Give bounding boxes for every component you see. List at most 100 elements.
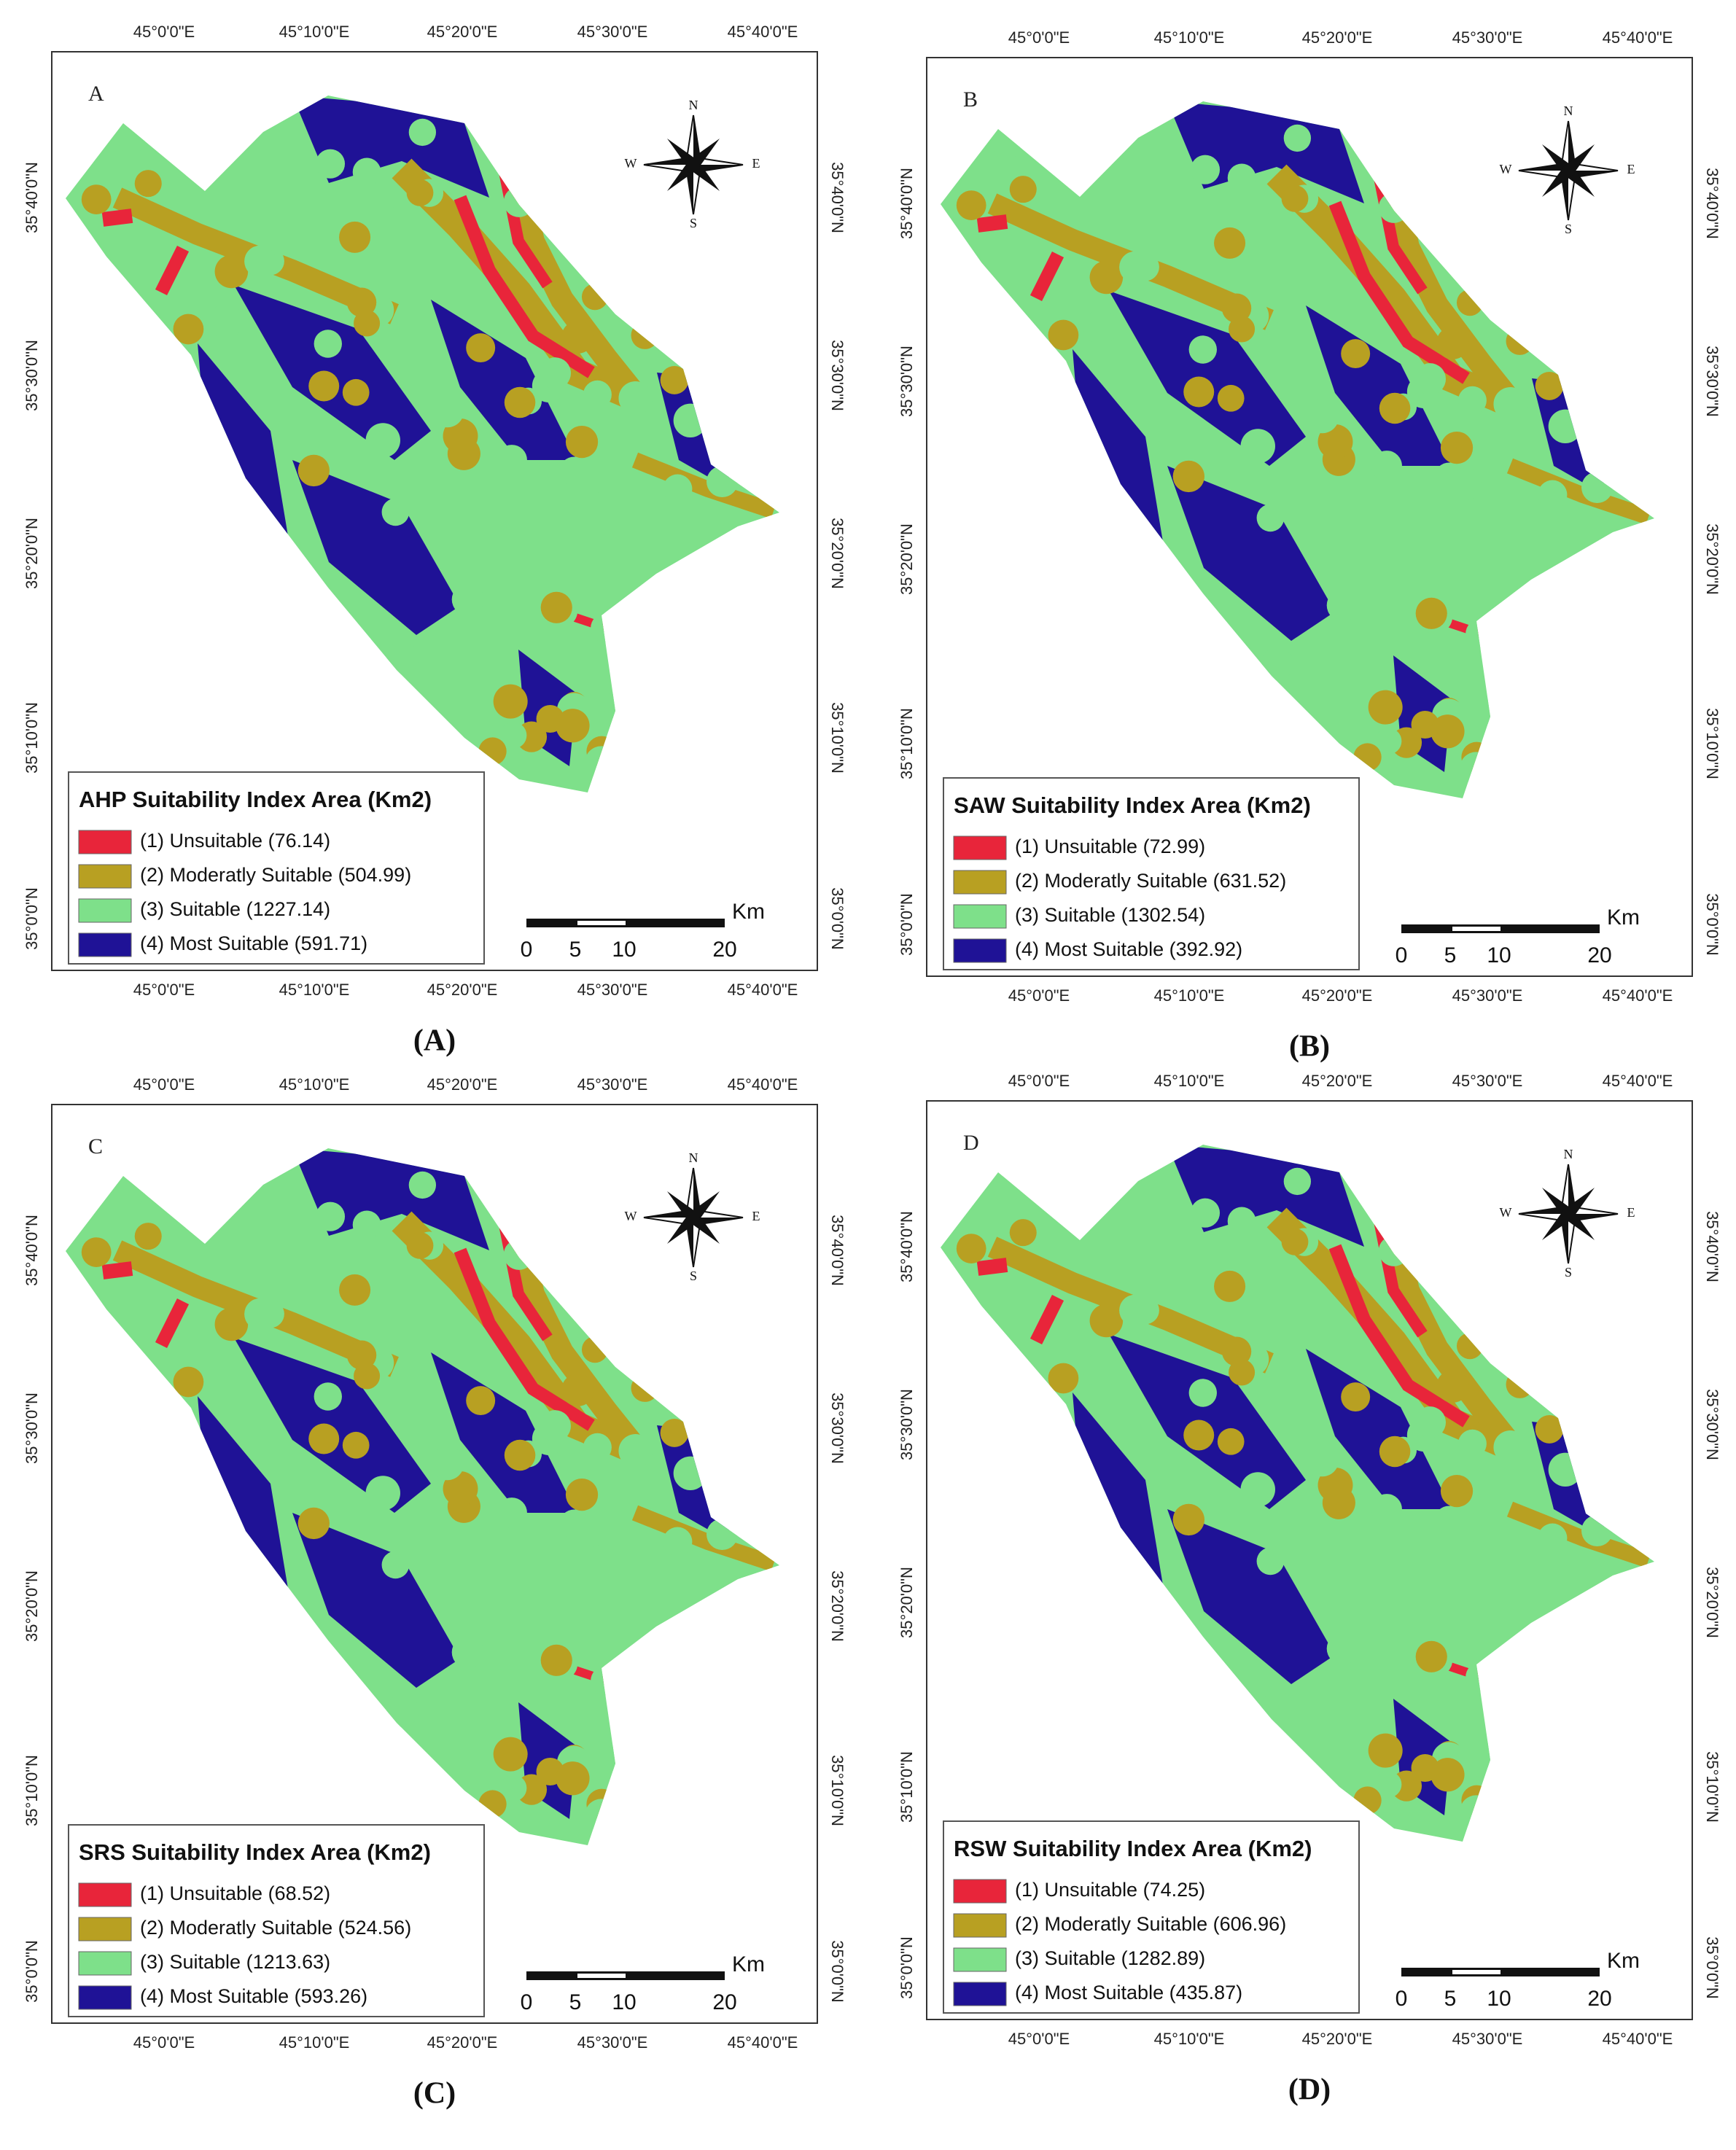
longitude-label: 45°10'0"E <box>279 23 350 41</box>
longitude-label: 45°30'0"E <box>577 1075 648 1094</box>
compass-s: S <box>690 1269 697 1283</box>
longitude-label: 45°20'0"E <box>1302 1072 1373 1090</box>
latitude-label: 35°20'0"N <box>828 518 846 589</box>
north-arrow: N S W E <box>1500 1147 1635 1280</box>
legend-item: (2) Moderatly Suitable (606.96) <box>1015 1913 1286 1935</box>
latitude-label: 35°10'0"N <box>898 708 916 779</box>
legend-item: (2) Moderatly Suitable (504.99) <box>140 864 411 886</box>
panel-letter: D <box>963 1131 979 1155</box>
legend-swatch <box>953 1913 1007 1938</box>
scale-label: 10 <box>1487 943 1511 967</box>
scale-label: 20 <box>1587 1987 1611 2011</box>
scale-label: 5 <box>569 938 582 962</box>
map-panel: A 45°0'0"E 45°0'0"E 45°10'0"E 45°10'0"E 45°20… <box>23 23 846 999</box>
scale-label: 20 <box>712 938 736 962</box>
latitude-label: 35°40'0"N <box>898 1211 916 1282</box>
latitude-label: 35°0'0"N <box>23 1940 41 2003</box>
latitude-label: 35°40'0"N <box>828 1215 846 1286</box>
legend-swatch <box>78 898 132 923</box>
legend-item: (1) Unsuitable (74.25) <box>1015 1879 1205 1901</box>
latitude-label: 35°10'0"N <box>828 702 846 774</box>
latitude-label: 35°30'0"N <box>828 1393 846 1464</box>
legend-swatch <box>78 1917 132 1941</box>
longitude-label: 45°30'0"E <box>1452 2030 1523 2048</box>
longitude-label: 45°40'0"E <box>1603 28 1673 47</box>
legend: SAW Suitability Index Area (Km2) (1) Unsu… <box>943 777 1360 970</box>
latitude-label: 35°30'0"N <box>898 346 916 417</box>
longitude-label: 45°30'0"E <box>577 2033 648 2052</box>
scale-unit: Km <box>1607 1949 1640 1973</box>
latitude-label: 35°40'0"N <box>1703 1211 1721 1282</box>
scale-label: 5 <box>1444 943 1457 967</box>
longitude-label: 45°20'0"E <box>427 23 498 41</box>
latitude-label: 35°10'0"N <box>1703 708 1721 779</box>
longitude-label: 45°30'0"E <box>1452 1072 1523 1090</box>
latitude-label: 35°40'0"N <box>1703 168 1721 239</box>
latitude-label: 35°10'0"N <box>898 1751 916 1823</box>
latitude-label: 35°0'0"N <box>898 893 916 956</box>
scale-label: 10 <box>612 1990 636 2014</box>
latitude-label: 35°10'0"N <box>23 1755 41 1826</box>
compass-w: W <box>1500 1205 1512 1220</box>
longitude-label: 45°40'0"E <box>1603 2030 1673 2048</box>
longitude-label: 45°20'0"E <box>1302 2030 1373 2048</box>
compass-s: S <box>690 216 697 230</box>
legend-item: (1) Unsuitable (68.52) <box>140 1882 330 1904</box>
legend-swatch <box>78 864 132 889</box>
latitude-label: 35°40'0"N <box>23 162 41 233</box>
legend-item: (3) Suitable (1282.89) <box>1015 1947 1205 1969</box>
longitude-label: 45°10'0"E <box>279 981 350 999</box>
compass-e: E <box>1627 162 1635 176</box>
longitude-label: 45°10'0"E <box>1154 1072 1225 1090</box>
latitude-label: 35°10'0"N <box>23 702 41 774</box>
legend-swatch <box>953 904 1007 929</box>
latitude-label: 35°0'0"N <box>828 887 846 950</box>
legend-item: (1) Unsuitable (72.99) <box>1015 836 1205 857</box>
latitude-label: 35°20'0"N <box>1703 1567 1721 1638</box>
scale-bar: 0 5 10 20 Km <box>1396 905 1640 967</box>
compass-w: W <box>1500 162 1512 176</box>
legend-swatch <box>953 938 1007 963</box>
longitude-label: 45°10'0"E <box>1154 2030 1225 2048</box>
longitude-label: 45°40'0"E <box>728 1075 798 1094</box>
longitude-label: 45°40'0"E <box>1603 1072 1673 1090</box>
latitude-label: 35°40'0"N <box>828 162 846 233</box>
panel-letter: B <box>963 87 978 112</box>
scale-bar: 0 5 10 20 Km <box>521 1952 765 2014</box>
legend-item: (4) Most Suitable (392.92) <box>1015 938 1242 960</box>
legend: RSW Suitability Index Area (Km2) (1) Unsu… <box>943 1820 1360 2014</box>
legend-swatch <box>953 1879 1007 1904</box>
legend-item: (2) Moderatly Suitable (524.56) <box>140 1917 411 1939</box>
longitude-label: 45°10'0"E <box>1154 28 1225 47</box>
latitude-label: 35°0'0"N <box>828 1940 846 2003</box>
legend-item: (3) Suitable (1213.63) <box>140 1951 330 1973</box>
compass-n: N <box>1564 104 1573 118</box>
legend-swatch <box>953 1947 1007 1972</box>
panel-letter: C <box>88 1134 103 1158</box>
legend-swatch <box>78 1882 132 1907</box>
legend-swatch <box>953 836 1007 860</box>
compass-e: E <box>752 156 760 171</box>
latitude-label: 35°30'0"N <box>23 340 41 411</box>
latitude-label: 35°40'0"N <box>23 1215 41 1286</box>
north-arrow: N S W E <box>1500 104 1635 236</box>
compass-n: N <box>689 98 698 112</box>
legend-item: (3) Suitable (1227.14) <box>140 898 330 920</box>
legend-swatch <box>78 932 132 957</box>
scale-label: 20 <box>712 1990 736 2014</box>
scale-unit: Km <box>732 1952 765 1976</box>
longitude-label: 45°0'0"E <box>133 23 195 41</box>
compass-w: W <box>625 1209 637 1223</box>
legend-title: SAW Suitability Index Area (Km2) <box>954 792 1311 818</box>
scale-label: 5 <box>569 1990 582 2014</box>
legend-title: SRS Suitability Index Area (Km2) <box>79 1839 431 1865</box>
scale-label: 10 <box>1487 1987 1511 2011</box>
longitude-label: 45°0'0"E <box>133 2033 195 2052</box>
map-panel: B 45°0'0"E 45°0'0"E 45°10'0"E 45°10'0"E 45°20… <box>898 28 1721 1005</box>
longitude-label: 45°0'0"E <box>1008 986 1070 1005</box>
compass-w: W <box>625 156 637 171</box>
legend-swatch <box>78 1985 132 2010</box>
longitude-label: 45°40'0"E <box>728 981 798 999</box>
longitude-label: 45°0'0"E <box>133 1075 195 1094</box>
